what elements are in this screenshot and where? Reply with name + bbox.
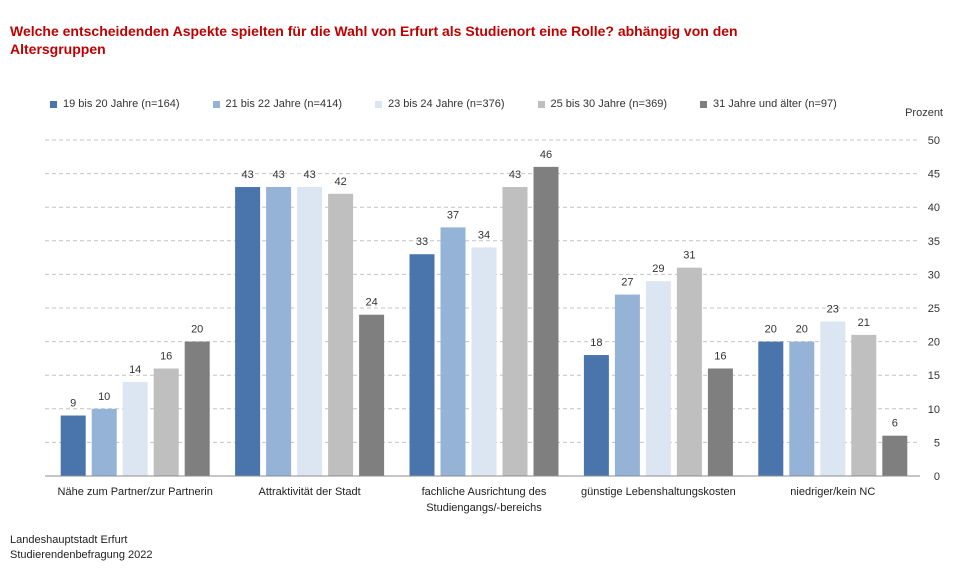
legend-item: 21 bis 22 Jahre (n=414) (212, 97, 376, 111)
legend-item: 23 bis 24 Jahre (n=376) (375, 97, 538, 111)
bar (235, 187, 261, 477)
bar-value-label: 20 (191, 324, 203, 336)
y-tick-label: 0 (934, 471, 940, 483)
bar (60, 415, 86, 476)
legend-label: 23 bis 24 Jahre (n=376) (388, 98, 505, 110)
bar-value-label: 20 (765, 324, 777, 336)
bar (91, 408, 117, 476)
bar (676, 267, 702, 476)
legend-label: 25 bis 30 Jahre (n=369) (550, 98, 668, 110)
bar-value-label: 14 (129, 364, 141, 376)
bar-value-label: 33 (416, 236, 428, 248)
bar-value-label: 43 (241, 169, 253, 181)
bar (614, 294, 640, 476)
bar-value-label: 31 (683, 250, 695, 262)
legend-swatch (700, 100, 707, 108)
legend-swatch (375, 100, 382, 108)
y-tick-label: 15 (928, 370, 940, 382)
y-tick-label: 20 (928, 337, 940, 349)
bar-value-label: 46 (540, 149, 552, 161)
bar-value-label: 20 (796, 324, 808, 336)
bar (153, 368, 179, 476)
y-tick-label: 25 (928, 303, 940, 315)
bar (645, 281, 671, 476)
bar-value-label: 37 (447, 209, 459, 221)
bar (758, 341, 784, 476)
bar (583, 355, 609, 476)
bar (122, 381, 148, 476)
y-tick-label: 35 (928, 236, 940, 248)
y-tick-label: 50 (928, 135, 940, 147)
bar-value-label: 16 (160, 350, 172, 362)
bar (789, 341, 815, 476)
bar (882, 435, 908, 476)
bar-value-label: 43 (509, 169, 521, 181)
bar-value-label: 27 (621, 277, 633, 289)
bar-value-label: 18 (590, 337, 602, 349)
bar-value-label: 43 (272, 169, 284, 181)
legend-swatch (50, 100, 57, 108)
x-category-label: Nähe zum Partner/zur Partnerin (57, 486, 213, 498)
source-line: Studierendenbefragung 2022 (10, 549, 153, 561)
bar (851, 334, 877, 476)
bar-value-label: 34 (478, 230, 490, 242)
source-note: Landeshauptstadt Erfurt Studierendenbefr… (10, 533, 153, 563)
bar-value-label: 6 (892, 418, 898, 430)
bar (707, 368, 733, 476)
bar (471, 247, 497, 476)
bar (533, 166, 559, 476)
bar-value-label: 9 (70, 398, 76, 410)
chart-legend: 19 bis 20 Jahre (n=164) 21 bis 22 Jahre … (50, 97, 880, 111)
y-tick-label: 10 (928, 404, 940, 416)
y-tick-label: 30 (928, 269, 940, 281)
bar (184, 341, 210, 476)
legend-label: 21 bis 22 Jahre (n=414) (225, 98, 343, 110)
x-category-label: niedriger/kein NC (790, 486, 876, 498)
legend-label: 19 bis 20 Jahre (n=164) (63, 98, 180, 110)
bar-value-label: 29 (652, 263, 664, 275)
y-axis-unit-label: Prozent (905, 107, 943, 119)
bar-value-label: 43 (303, 169, 315, 181)
y-tick-label: 5 (934, 437, 940, 449)
legend-item: 25 bis 30 Jahre (n=369) (537, 97, 701, 111)
bar (502, 187, 528, 477)
bar (440, 227, 466, 476)
legend-swatch (212, 100, 220, 108)
bar (359, 314, 385, 476)
legend-label: 31 Jahre und älter (n=97) (713, 98, 837, 110)
legend-swatch (537, 100, 545, 108)
x-category-label: Attraktivität der Stadt (258, 486, 361, 498)
bar-value-label: 42 (334, 176, 346, 188)
bar-value-label: 24 (365, 297, 377, 309)
chart-title: Welche entscheidenden Aspekte spielten f… (10, 23, 738, 57)
bar (820, 321, 846, 476)
bar-value-label: 10 (98, 391, 110, 403)
bar (266, 187, 292, 477)
source-line: Landeshauptstadt Erfurt (10, 534, 128, 546)
y-tick-label: 40 (928, 202, 940, 214)
bar-value-label: 16 (714, 350, 726, 362)
legend-item: 31 Jahre und älter (n=97) (700, 97, 880, 111)
bar (297, 187, 323, 477)
legend-item: 19 bis 20 Jahre (n=164) (50, 97, 213, 111)
x-category-label: günstige Lebenshaltungskosten (581, 486, 736, 498)
bar-value-label: 21 (858, 317, 870, 329)
y-tick-label: 45 (928, 169, 940, 181)
bar (328, 193, 354, 476)
x-category-label: fachliche Ausrichtung des Studiengangs/-… (421, 486, 547, 514)
bar (409, 254, 435, 476)
bar-value-label: 23 (827, 303, 839, 315)
